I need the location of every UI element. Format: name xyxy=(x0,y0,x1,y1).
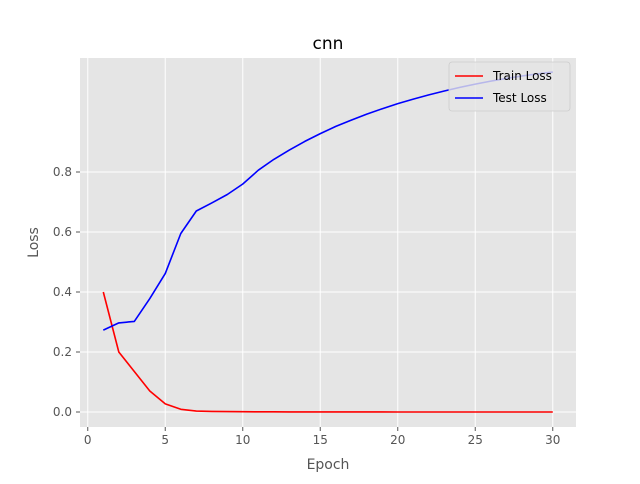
y-axis-label: Loss xyxy=(26,227,42,258)
legend-label: Train Loss xyxy=(492,69,552,83)
legend: Train Loss Test Loss xyxy=(448,61,571,112)
x-tick-label: 10 xyxy=(235,433,250,447)
axes: 0 5 10 15 20 25 30 0.0 0.2 0.4 0.6 0.8 xyxy=(53,165,560,447)
grid xyxy=(80,58,576,427)
chart-title: cnn xyxy=(313,34,344,54)
y-tick-label: 0.8 xyxy=(53,165,72,179)
x-axis-label: Epoch xyxy=(307,457,350,473)
series-line-train-loss xyxy=(102,291,553,413)
plot-area xyxy=(80,58,576,427)
x-tick-label: 20 xyxy=(390,433,405,447)
x-tick-label: 15 xyxy=(313,433,328,447)
y-tick-label: 0.4 xyxy=(53,285,72,299)
legend-label: Test Loss xyxy=(492,91,547,105)
x-tick-label: 5 xyxy=(161,433,169,447)
y-tick-label: 0.6 xyxy=(53,225,72,239)
y-tick-label: 0.2 xyxy=(53,345,72,359)
x-tick-label: 30 xyxy=(545,433,560,447)
y-tick-label: 0.0 xyxy=(53,405,72,419)
x-tick-label: 0 xyxy=(84,433,92,447)
x-tick-label: 25 xyxy=(468,433,483,447)
